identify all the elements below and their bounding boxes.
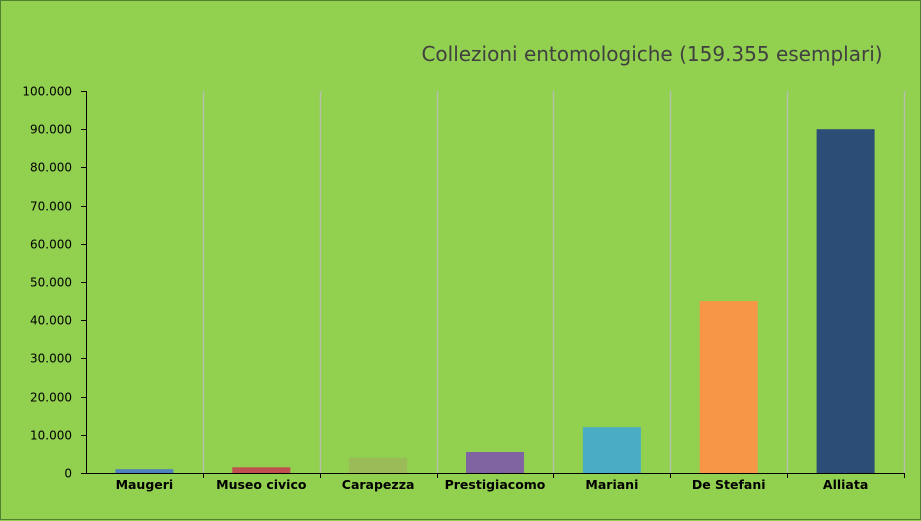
grid-layer [202,91,906,473]
y-tick-label: 20.000 [30,391,72,405]
x-tick-labels: Maugeri Museo civico Carapezza Prestigiacom… [116,477,869,492]
y-tick-label: 90.000 [30,123,72,137]
axis-layer [81,91,905,478]
y-tick-label: 50.000 [30,276,72,290]
y-tick-label: 80.000 [30,161,72,175]
y-tick-label: 60.000 [30,238,72,252]
y-tick-labels: 0 10.000 20.000 30.000 40.000 50.000 60.000 70.… [22,85,72,481]
y-tick-label: 100.000 [22,85,72,99]
bar-alliata [816,129,875,473]
x-tick-label: Mariani [585,477,638,492]
y-tick-label: 10.000 [30,429,72,443]
bar-carapezza [349,457,408,473]
bar-maugeri [115,469,174,473]
bar-layer [115,129,875,473]
x-tick-label: Maugeri [116,477,174,492]
x-tick-label: De Stefani [692,477,766,492]
x-tick-label: Museo civico [216,477,307,492]
x-tick-label: Prestigiacomo [445,477,546,492]
y-tick-label: 30.000 [30,352,72,366]
bar-museo-civico [232,467,291,473]
chart-title: Collezioni entomologiche (159.355 esempl… [421,42,882,66]
bar-de-stefani [699,301,758,473]
y-tick-label: 0 [64,467,72,481]
bar-prestigiacomo [466,452,524,473]
x-tick-label: Alliata [823,477,868,492]
y-tick-label: 70.000 [30,200,72,214]
x-tick-label: Carapezza [342,477,415,492]
y-tick-label: 40.000 [30,314,72,328]
bar-mariani [582,427,641,473]
